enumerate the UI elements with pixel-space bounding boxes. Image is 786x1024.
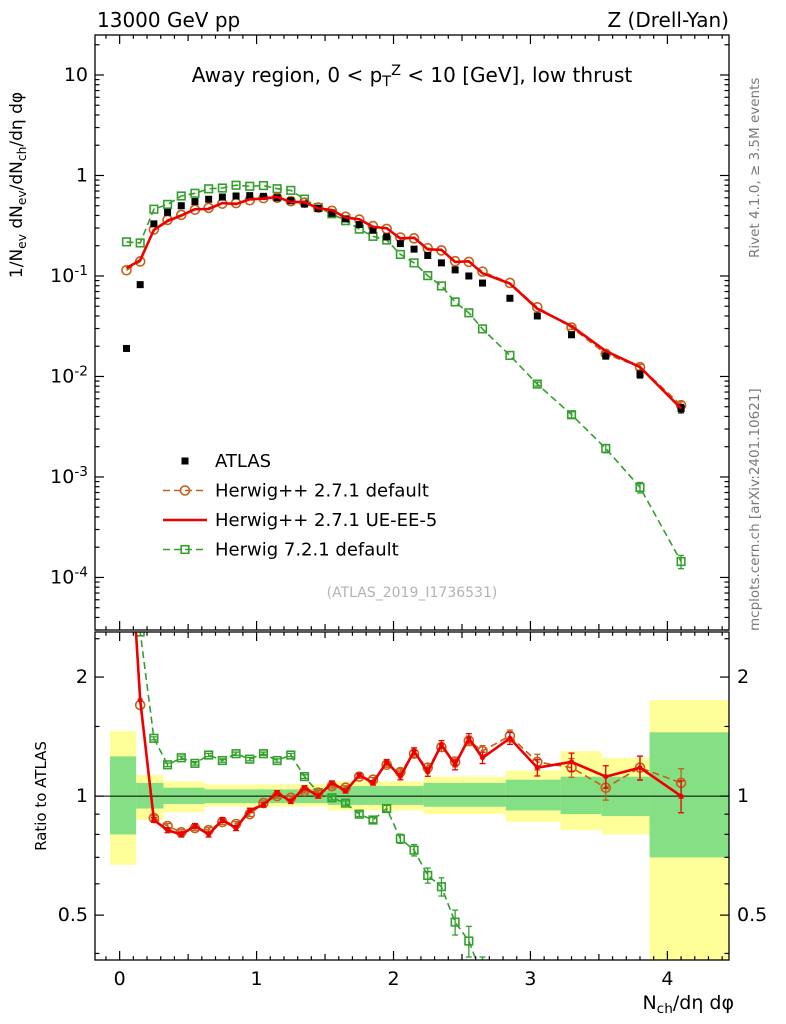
beam-energy-label: 13000 GeV pp: [97, 8, 241, 32]
ratio-line-3: [139, 632, 478, 960]
ratio-series: [134, 632, 687, 960]
legend-label-2: Herwig++ 2.7.1 UE-EE-5: [215, 510, 437, 531]
ratio-y-axis-title: Ratio to ATLAS: [32, 741, 50, 851]
main-series: [121, 180, 687, 570]
ratio-ytick-label-left-2: 0.5: [58, 904, 88, 926]
xtick-label-0: 0: [114, 968, 126, 990]
plot-title: Away region, 0 < pTZ < 10 [GeV], low thr…: [192, 63, 633, 90]
analysis-id-watermark: (ATLAS_2019_I1736531): [326, 585, 498, 601]
legend-label-3: Herwig 7.2.1 default: [215, 540, 399, 561]
ratio-ytick-label-right-1: 1: [737, 785, 749, 807]
main-ytick-label-1: 1: [76, 164, 88, 186]
main-line-1: [126, 196, 682, 406]
xtick-label-4: 4: [661, 968, 673, 990]
xtick-label-2: 2: [387, 968, 399, 990]
legend: [163, 457, 207, 555]
main-frame: [94, 34, 730, 631]
main-ytick-label-3: 10-2: [50, 363, 88, 387]
ratio-ytick-label-right-0: 2: [737, 666, 749, 688]
legend-label-1: Herwig++ 2.7.1 default: [215, 481, 429, 502]
process-label: Z (Drell-Yan): [607, 8, 729, 32]
ratio-uncertainty-bands: [110, 699, 729, 960]
xtick-label-3: 3: [524, 968, 536, 990]
ratio-ytick-label-left-1: 1: [76, 785, 88, 807]
axis-ticks: [95, 35, 729, 960]
mcplots-arxiv-note: mcplots.cern.ch [arXiv:2401.10621]: [747, 388, 763, 631]
main-y-axis-title: 1/Nev dNev/dNch/dη dφ: [7, 92, 29, 278]
main-line-2: [125, 195, 683, 410]
legend-label-0: ATLAS: [215, 451, 271, 472]
main-ytick-label-5: 10-4: [50, 564, 88, 588]
rivet-version-note: Rivet 4.1.0, ≥ 3.5M events: [747, 77, 763, 258]
main-ytick-label-4: 10-3: [50, 464, 88, 488]
main-ytick-label-0: 10: [64, 64, 88, 86]
x-axis-title: Nch/dη dφ: [642, 992, 734, 1017]
xtick-label-1: 1: [251, 968, 263, 990]
ratio-ytick-label-right-2: 0.5: [737, 904, 767, 926]
main-ytick-label-2: 10-1: [50, 263, 88, 287]
ratio-ytick-label-left-0: 2: [76, 666, 88, 688]
